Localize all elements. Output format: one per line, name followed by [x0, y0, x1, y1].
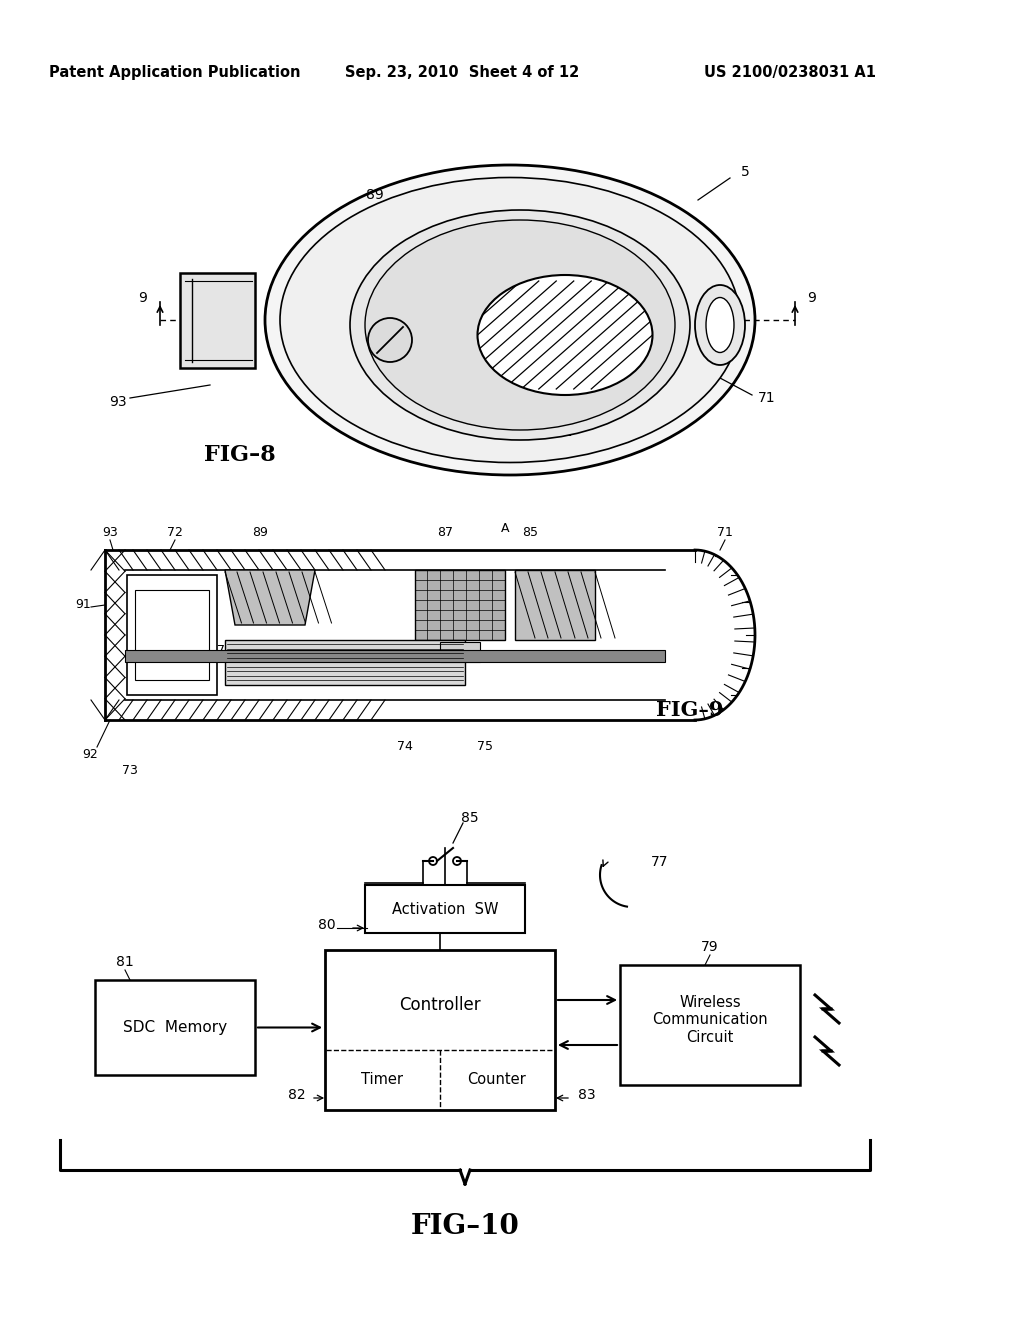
- Ellipse shape: [350, 210, 690, 440]
- Text: 77: 77: [651, 855, 669, 869]
- Text: Patent Application Publication: Patent Application Publication: [49, 65, 301, 79]
- Text: 79: 79: [701, 940, 719, 954]
- Text: US 2100/0238031 A1: US 2100/0238031 A1: [705, 65, 876, 79]
- Bar: [135, 590, 209, 680]
- Text: Activation  SW: Activation SW: [392, 902, 499, 916]
- Text: Controller: Controller: [399, 997, 481, 1014]
- Polygon shape: [225, 570, 315, 624]
- Text: 72: 72: [167, 525, 183, 539]
- Bar: [95, 979, 255, 1074]
- Text: 85: 85: [461, 810, 479, 825]
- Text: FIG–8: FIG–8: [204, 444, 275, 466]
- Text: 83: 83: [579, 1088, 596, 1102]
- Ellipse shape: [365, 220, 675, 430]
- Bar: [127, 576, 217, 696]
- Bar: [515, 570, 595, 640]
- Text: 73: 73: [122, 763, 138, 776]
- Text: FIG–10: FIG–10: [411, 1213, 519, 1239]
- Text: 72: 72: [556, 425, 573, 440]
- Text: 92: 92: [82, 747, 98, 760]
- Text: 89: 89: [367, 187, 384, 202]
- Text: 85: 85: [522, 525, 538, 539]
- Bar: [620, 965, 800, 1085]
- Text: Sep. 23, 2010  Sheet 4 of 12: Sep. 23, 2010 Sheet 4 of 12: [345, 65, 580, 79]
- Circle shape: [368, 318, 412, 362]
- Bar: [225, 640, 465, 685]
- Text: 71: 71: [758, 391, 776, 405]
- Ellipse shape: [695, 285, 745, 366]
- Ellipse shape: [280, 177, 740, 462]
- Ellipse shape: [265, 165, 755, 475]
- Bar: [365, 884, 525, 933]
- Text: Counter: Counter: [468, 1072, 526, 1088]
- Text: 82: 82: [288, 1088, 306, 1102]
- Text: 93: 93: [102, 525, 118, 539]
- Ellipse shape: [477, 275, 652, 395]
- Text: SDC  Memory: SDC Memory: [123, 1020, 227, 1035]
- Text: 87: 87: [437, 525, 453, 539]
- Bar: [125, 649, 665, 663]
- Bar: [440, 642, 480, 663]
- Text: 9: 9: [138, 290, 147, 305]
- Bar: [415, 570, 505, 640]
- Text: 81: 81: [116, 954, 134, 969]
- Text: 89: 89: [252, 525, 268, 539]
- Text: Timer: Timer: [361, 1072, 403, 1088]
- Text: 90: 90: [167, 644, 183, 656]
- Text: 80: 80: [318, 917, 336, 932]
- Text: 76: 76: [217, 644, 232, 656]
- FancyBboxPatch shape: [180, 273, 255, 368]
- Text: 93: 93: [110, 395, 127, 409]
- Text: 91: 91: [75, 598, 91, 611]
- Text: 74: 74: [397, 741, 413, 754]
- Bar: [325, 950, 555, 1110]
- Ellipse shape: [706, 297, 734, 352]
- Text: 5: 5: [740, 165, 750, 180]
- Text: 9: 9: [808, 290, 816, 305]
- Text: FIG–9: FIG–9: [656, 700, 724, 719]
- Text: 75: 75: [477, 741, 493, 754]
- Text: Wireless
Communication
Circuit: Wireless Communication Circuit: [652, 995, 768, 1045]
- Text: A: A: [501, 523, 509, 536]
- Text: 87: 87: [488, 422, 506, 437]
- Text: 71: 71: [717, 525, 733, 539]
